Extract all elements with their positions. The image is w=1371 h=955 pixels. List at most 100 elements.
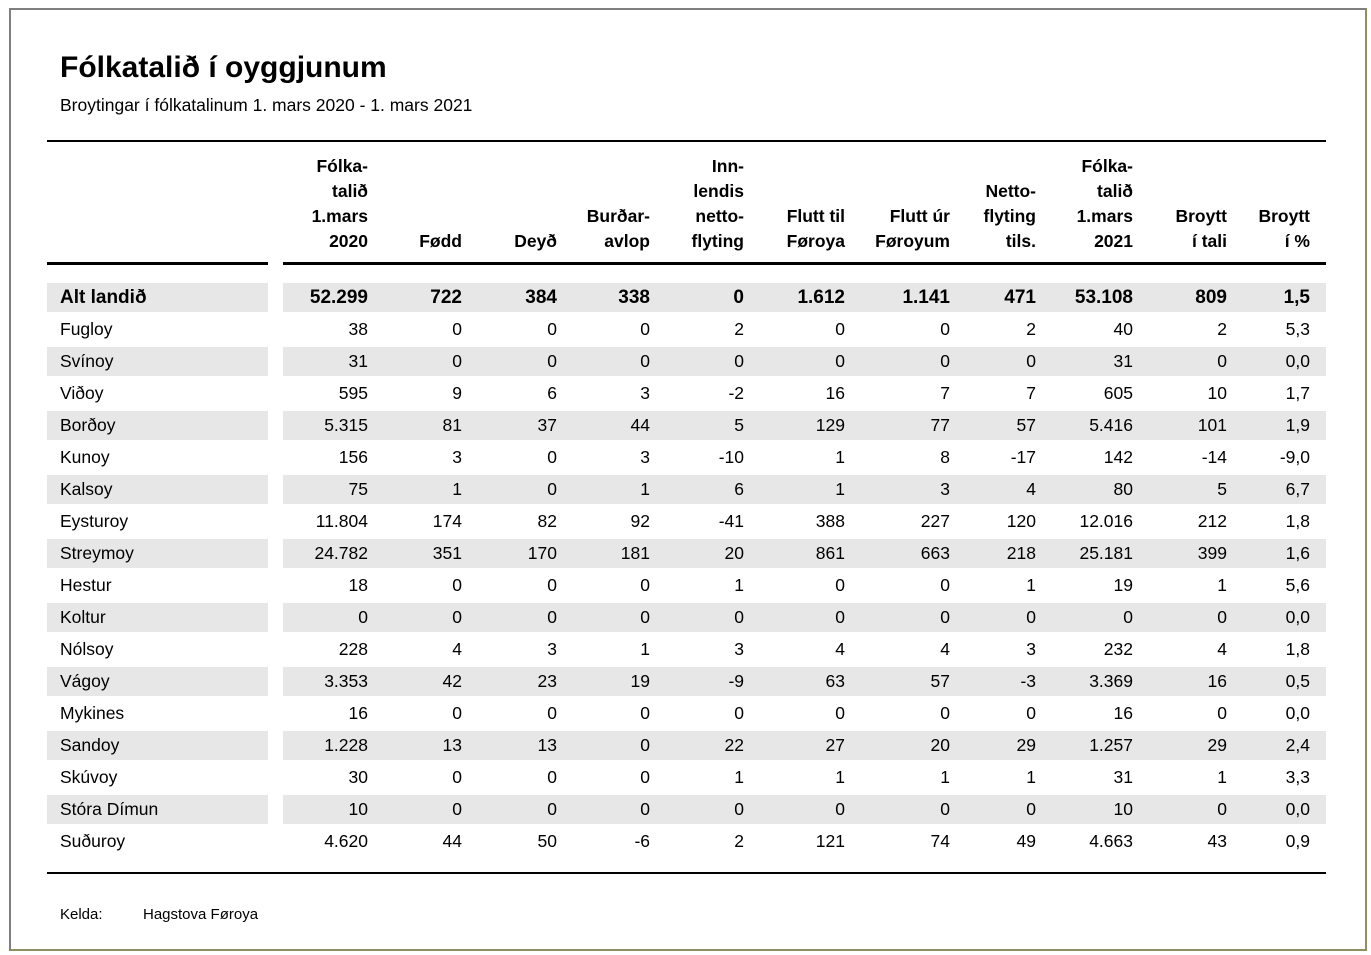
column-header-cell: Inn- lendis netto- flyting bbox=[666, 142, 760, 265]
row-gap-cell bbox=[268, 443, 283, 475]
table-row: Svínoy 31 0 0 0 0 0 0 0 31 0 0,0 bbox=[47, 347, 1326, 379]
value-cell: 384 bbox=[478, 283, 573, 315]
spacer-cell bbox=[47, 265, 1326, 283]
value-cell: 63 bbox=[760, 667, 861, 699]
value-cell: 212 bbox=[1149, 507, 1243, 539]
row-name-cell: Kunoy bbox=[47, 443, 268, 475]
value-cell: 1 bbox=[1149, 763, 1243, 795]
value-cell: 722 bbox=[384, 283, 478, 315]
value-cell: 38 bbox=[283, 315, 384, 347]
value-cell: 0 bbox=[966, 347, 1052, 379]
value-cell: 13 bbox=[478, 731, 573, 763]
value-cell: 18 bbox=[283, 571, 384, 603]
value-cell: 53.108 bbox=[1052, 283, 1149, 315]
value-cell: 4 bbox=[861, 635, 966, 667]
column-header-cell: Broytt í tali bbox=[1149, 142, 1243, 265]
value-cell: 0 bbox=[666, 347, 760, 379]
column-header-cell: Flutt úr Føroyum bbox=[861, 142, 966, 265]
value-cell: 0,9 bbox=[1243, 827, 1326, 859]
value-cell: 2 bbox=[1149, 315, 1243, 347]
column-header-cell: Burðar- avlop bbox=[573, 142, 666, 265]
value-cell: 351 bbox=[384, 539, 478, 571]
value-cell: 49 bbox=[966, 827, 1052, 859]
table-row: Fugloy 38 0 0 0 2 0 0 2 40 2 5,3 bbox=[47, 315, 1326, 347]
row-gap-cell bbox=[268, 315, 283, 347]
value-cell: 1 bbox=[666, 571, 760, 603]
row-gap-cell bbox=[268, 667, 283, 699]
value-cell: 8 bbox=[861, 443, 966, 475]
value-cell: 1 bbox=[760, 443, 861, 475]
table-row: Mykines 16 0 0 0 0 0 0 0 16 0 0,0 bbox=[47, 699, 1326, 731]
value-cell: 10 bbox=[1149, 379, 1243, 411]
row-name-cell: Streymoy bbox=[47, 539, 268, 571]
value-cell: 0 bbox=[384, 699, 478, 731]
value-cell: 20 bbox=[861, 731, 966, 763]
value-cell: -3 bbox=[966, 667, 1052, 699]
page-title: Fólkatalið í oyggjunum bbox=[60, 51, 387, 84]
row-name-cell: Mykines bbox=[47, 699, 268, 731]
value-cell: 5,3 bbox=[1243, 315, 1326, 347]
value-cell: 663 bbox=[861, 539, 966, 571]
value-cell: 1,5 bbox=[1243, 283, 1326, 315]
table-row: Alt landið 52.299 722 384 338 0 1.612 1.141 471 5… bbox=[47, 283, 1326, 315]
value-cell: 0 bbox=[666, 283, 760, 315]
row-name-cell: Skúvoy bbox=[47, 763, 268, 795]
row-gap-cell bbox=[268, 539, 283, 571]
value-cell: 218 bbox=[966, 539, 1052, 571]
value-cell: 1,7 bbox=[1243, 379, 1326, 411]
header-row: Fólka- talið 1.mars 2020 Fødd Deyð Burðar- … bbox=[47, 142, 1326, 265]
value-cell: 9 bbox=[384, 379, 478, 411]
value-cell: 129 bbox=[760, 411, 861, 443]
value-cell: 5 bbox=[1149, 475, 1243, 507]
value-cell: -41 bbox=[666, 507, 760, 539]
value-cell: 0 bbox=[966, 603, 1052, 635]
row-gap-cell bbox=[268, 507, 283, 539]
table-row: Nólsoy 228 4 3 1 3 4 4 3 232 4 1,8 bbox=[47, 635, 1326, 667]
value-cell: -10 bbox=[666, 443, 760, 475]
value-cell: 595 bbox=[283, 379, 384, 411]
value-cell: 1 bbox=[760, 763, 861, 795]
value-cell: 1.141 bbox=[861, 283, 966, 315]
value-cell: 1,8 bbox=[1243, 635, 1326, 667]
value-cell: 121 bbox=[760, 827, 861, 859]
value-cell: 0 bbox=[384, 763, 478, 795]
value-cell: 3 bbox=[384, 443, 478, 475]
column-header-cell: Broytt í % bbox=[1243, 142, 1326, 265]
value-cell: 16 bbox=[1052, 699, 1149, 731]
value-cell: 92 bbox=[573, 507, 666, 539]
value-cell: 0 bbox=[861, 699, 966, 731]
row-name-cell: Borðoy bbox=[47, 411, 268, 443]
value-cell: 0 bbox=[478, 347, 573, 379]
value-cell: -6 bbox=[573, 827, 666, 859]
value-cell: 0 bbox=[1052, 603, 1149, 635]
table-row: Eysturoy 11.804 174 82 92 -41 388 227 120 12.016 2… bbox=[47, 507, 1326, 539]
value-cell: 0 bbox=[861, 571, 966, 603]
value-cell: 3 bbox=[966, 635, 1052, 667]
value-cell: 0 bbox=[478, 763, 573, 795]
row-gap-cell bbox=[268, 571, 283, 603]
table-row: Suðuroy 4.620 44 50 -6 2 121 74 49 4.663 43 0,9 bbox=[47, 827, 1326, 859]
value-cell: 81 bbox=[384, 411, 478, 443]
spacer-row bbox=[47, 265, 1326, 283]
value-cell: 1 bbox=[861, 763, 966, 795]
value-cell: 77 bbox=[861, 411, 966, 443]
row-gap-cell bbox=[268, 603, 283, 635]
value-cell: 29 bbox=[966, 731, 1052, 763]
value-cell: 80 bbox=[1052, 475, 1149, 507]
value-cell: 0 bbox=[666, 603, 760, 635]
value-cell: 44 bbox=[384, 827, 478, 859]
row-name-cell: Kalsoy bbox=[47, 475, 268, 507]
value-cell: 0 bbox=[478, 603, 573, 635]
value-cell: -17 bbox=[966, 443, 1052, 475]
value-cell: 471 bbox=[966, 283, 1052, 315]
value-cell: 2 bbox=[666, 315, 760, 347]
value-cell: 1,9 bbox=[1243, 411, 1326, 443]
row-name-cell: Fugloy bbox=[47, 315, 268, 347]
table-body: Alt landið 52.299 722 384 338 0 1.612 1.141 471 5… bbox=[47, 265, 1326, 859]
value-cell: 228 bbox=[283, 635, 384, 667]
value-cell: 20 bbox=[666, 539, 760, 571]
value-cell: 120 bbox=[966, 507, 1052, 539]
value-cell: 0 bbox=[573, 699, 666, 731]
value-cell: 0 bbox=[573, 795, 666, 827]
